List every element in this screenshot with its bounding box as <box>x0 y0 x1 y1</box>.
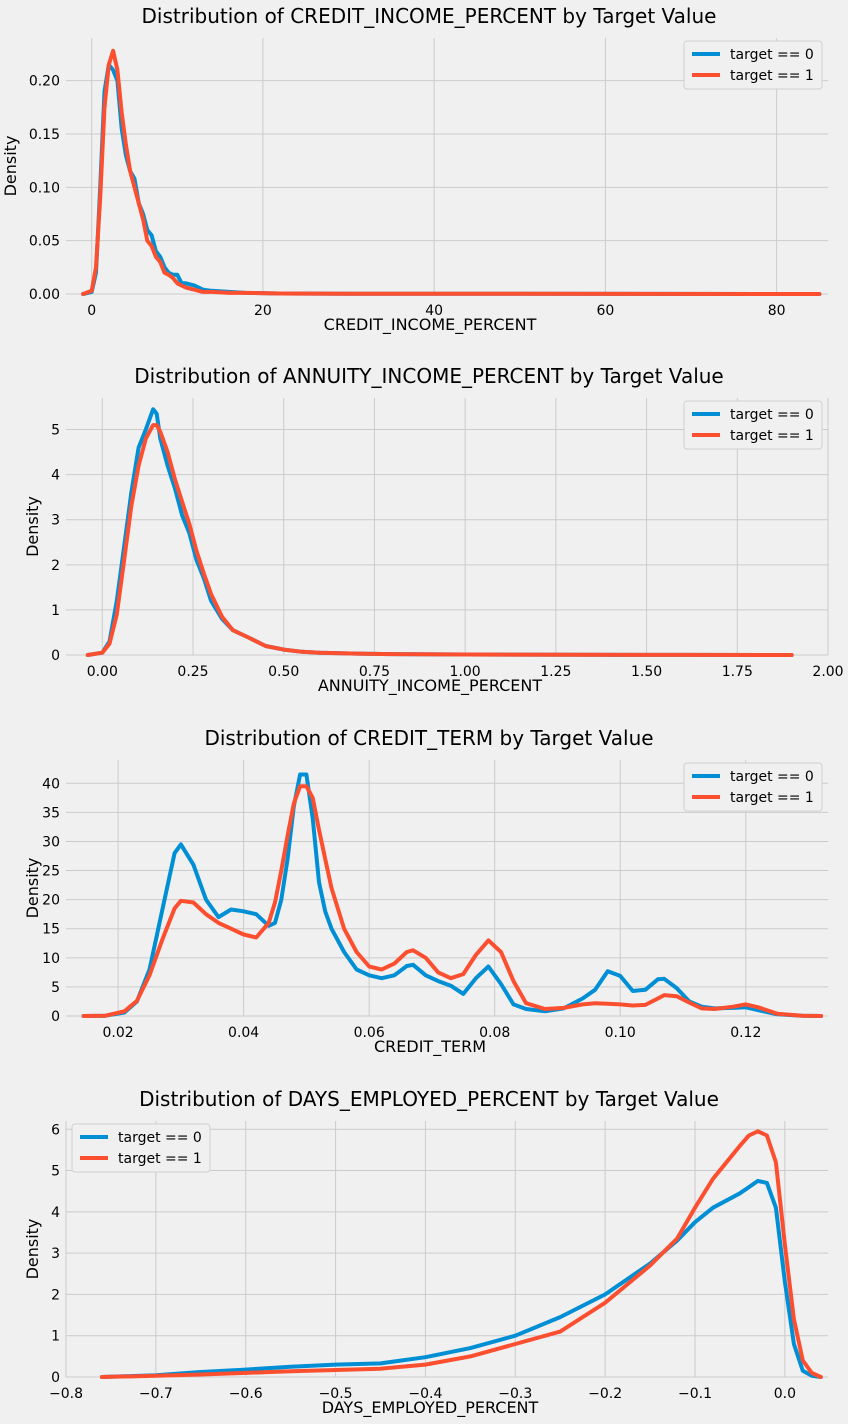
chart-3: 0.02 0.04 0.06 0.08 0.10 0.12 0 5 10 15 20 25 30 35 40… <box>23 726 828 1057</box>
x-tick-label: 0.00 <box>87 664 118 680</box>
x-tick-label: 0.02 <box>103 1025 134 1041</box>
y-tick-label: 0 <box>51 1009 60 1025</box>
x-tick-label: 1.75 <box>722 664 753 680</box>
y-tick-label: 0.20 <box>29 74 60 90</box>
x-tick-label: −0.3 <box>498 1386 532 1402</box>
legend-label: target == 1 <box>118 1151 202 1167</box>
y-tick-label: 2 <box>51 558 60 574</box>
y-tick-label: 3 <box>51 1246 60 1262</box>
chart-title: Distribution of CREDIT_TERM by Target Va… <box>204 726 653 750</box>
y-tick-label: 5 <box>51 423 60 439</box>
y-tick-label: 0.00 <box>29 287 60 303</box>
y-axis-label: Density <box>1 136 20 197</box>
x-tick-label: 0.75 <box>359 664 390 680</box>
y-tick-label: 25 <box>42 864 60 880</box>
y-tick-label: 35 <box>42 805 60 821</box>
legend: target == 0 target == 1 <box>683 762 823 812</box>
legend-label: target == 0 <box>730 769 814 785</box>
x-tick-label: 0.06 <box>354 1025 385 1041</box>
series-line-target-1 <box>99 1129 823 1379</box>
x-axis-label: ANNUITY_INCOME_PERCENT <box>318 676 543 696</box>
x-tick-label: 0.50 <box>268 664 299 680</box>
y-tick-label: 0 <box>51 648 60 664</box>
y-tick-label: 3 <box>51 513 60 529</box>
y-axis-label: Density <box>23 496 42 557</box>
legend-label: target == 1 <box>730 68 814 84</box>
y-tick-label: 20 <box>42 893 60 909</box>
x-tick-label: 0.12 <box>730 1025 761 1041</box>
x-tick-label: 1.00 <box>450 664 481 680</box>
x-tick-label: 0.25 <box>177 664 208 680</box>
y-tick-label: 5 <box>51 980 60 996</box>
x-tick-label: −0.5 <box>319 1386 353 1402</box>
y-tick-label: 40 <box>42 776 60 792</box>
legend-label: target == 0 <box>730 407 814 423</box>
legend-label: target == 1 <box>730 790 814 806</box>
y-tick-label: 1 <box>51 1329 60 1345</box>
legend: target == 0 target == 1 <box>683 40 823 90</box>
x-tick-label: 0.0 <box>774 1386 796 1402</box>
x-tick-label: −0.6 <box>229 1386 263 1402</box>
legend-label: target == 1 <box>730 428 814 444</box>
chart-4: −0.8 −0.7 −0.6 −0.5 −0.4 −0.3 −0.2 −0.1 0.0 0 1 2 3 4… <box>23 1087 828 1418</box>
x-tick-label: 20 <box>254 303 272 319</box>
y-tick-label: 15 <box>42 922 60 938</box>
legend-label: target == 0 <box>118 1130 202 1146</box>
grid <box>66 760 828 1017</box>
x-axis-label: CREDIT_TERM <box>374 1037 486 1057</box>
y-tick-label: 5 <box>51 1164 60 1180</box>
y-tick-label: 4 <box>51 468 60 484</box>
y-tick-label: 0.10 <box>29 180 60 196</box>
y-tick-label: 2 <box>51 1287 60 1303</box>
y-tick-label: 0 <box>51 1370 60 1386</box>
x-tick-label: 60 <box>596 303 614 319</box>
x-tick-label: −0.4 <box>408 1386 442 1402</box>
y-tick-label: 30 <box>42 834 60 850</box>
y-tick-label: 4 <box>51 1205 60 1221</box>
series-line-target-1 <box>81 48 822 296</box>
series-line-target-0 <box>81 772 824 1018</box>
chart-1: 0 20 40 60 80 0.00 0.05 0.10 0.15 0.20 Distributio… <box>1 4 828 335</box>
chart-title: Distribution of CREDIT_INCOME_PERCENT by… <box>142 4 717 28</box>
x-tick-label: 0.04 <box>228 1025 259 1041</box>
y-tick-label: 0.15 <box>29 127 60 143</box>
x-tick-label: 1.25 <box>540 664 571 680</box>
x-tick-label: 0.08 <box>479 1025 510 1041</box>
x-tick-label: −0.7 <box>139 1386 173 1402</box>
x-tick-label: −0.2 <box>588 1386 622 1402</box>
grid <box>66 398 829 656</box>
series-line-target-1 <box>85 423 794 657</box>
legend: target == 0 target == 1 <box>71 1123 211 1173</box>
x-tick-label: 0 <box>87 303 96 319</box>
x-axis-label: DAYS_EMPLOYED_PERCENT <box>322 1398 539 1418</box>
x-tick-label: 2.00 <box>812 664 843 680</box>
x-tick-label: 40 <box>425 303 443 319</box>
x-tick-label: −0.1 <box>678 1386 712 1402</box>
y-tick-label: 10 <box>42 951 60 967</box>
x-tick-label: −0.8 <box>49 1386 83 1402</box>
chart-2: 0.00 0.25 0.50 0.75 1.00 1.25 1.50 1.75 2.00 0 1 2 3… <box>23 364 844 696</box>
x-tick-label: 1.50 <box>631 664 662 680</box>
series-line-target-1 <box>81 784 824 1018</box>
chart-title: Distribution of ANNUITY_INCOME_PERCENT b… <box>134 364 723 388</box>
legend: target == 0 target == 1 <box>683 400 823 450</box>
y-tick-label: 0.05 <box>29 234 60 250</box>
y-tick-label: 6 <box>51 1122 60 1138</box>
x-tick-label: 80 <box>768 303 786 319</box>
y-axis-label: Density <box>23 1219 42 1280</box>
y-axis-label: Density <box>23 858 42 919</box>
legend-label: target == 0 <box>730 47 814 63</box>
x-tick-label: 0.10 <box>605 1025 636 1041</box>
y-tick-label: 1 <box>51 603 60 619</box>
x-axis-label: CREDIT_INCOME_PERCENT <box>324 315 537 335</box>
chart-title: Distribution of DAYS_EMPLOYED_PERCENT by… <box>139 1087 719 1111</box>
